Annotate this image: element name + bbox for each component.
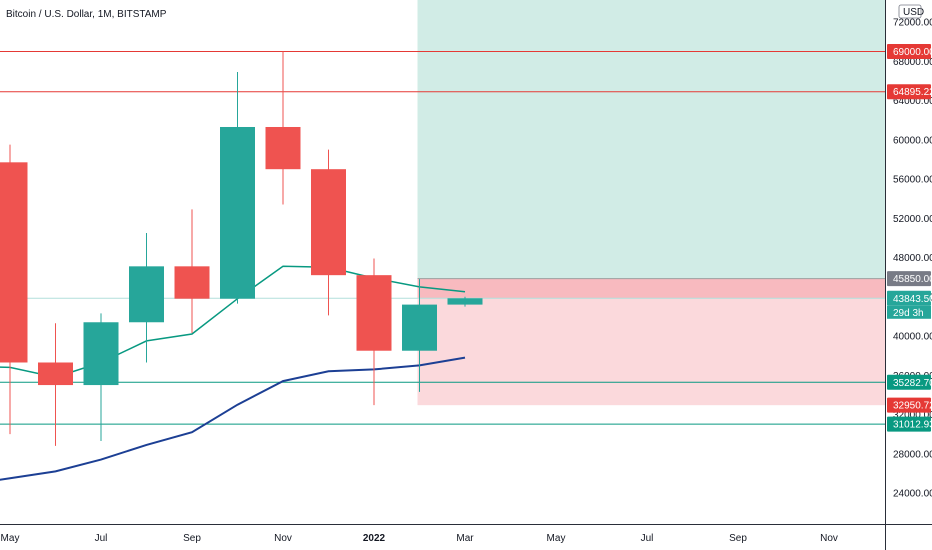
candle-body xyxy=(0,162,28,363)
price-tag-3: 43843.50 xyxy=(887,290,932,306)
price-tag-bg xyxy=(887,416,931,432)
time-tick-label: Sep xyxy=(729,533,747,544)
price-tick-label: 28000.00 xyxy=(893,449,932,460)
price-tag-bg xyxy=(887,374,931,390)
candle-2022-01 xyxy=(356,258,392,406)
time-tick-label: 2022 xyxy=(363,533,386,544)
price-tag-label: 64895.22 xyxy=(893,87,932,98)
time-tick-label: May xyxy=(547,533,566,544)
candle-2022-03 xyxy=(447,296,483,307)
price-tag-label: 43843.50 xyxy=(893,294,932,305)
time-tick-label: Mar xyxy=(456,533,474,544)
time-tick-label: Jul xyxy=(641,533,654,544)
candle-body xyxy=(38,362,73,386)
chart-title: Bitcoin / U.S. Dollar, 1M, BITSTAMP xyxy=(6,9,167,20)
loss-zone xyxy=(417,278,885,406)
candle-body xyxy=(129,266,164,323)
price-tag-0: 69000.00 xyxy=(887,43,932,59)
candle-body xyxy=(356,275,392,351)
price-tag-bg xyxy=(887,397,931,413)
candle-body xyxy=(265,126,301,170)
price-tag-6: 31012.93 xyxy=(887,416,932,432)
candle-body xyxy=(447,298,483,305)
candle-2021-08 xyxy=(129,232,164,363)
candle-2021-05 xyxy=(0,144,28,435)
candle-2021-07 xyxy=(83,313,119,441)
currency-label: USD xyxy=(903,7,924,18)
price-tag-bg xyxy=(887,271,931,287)
price-tag-bg xyxy=(887,84,931,100)
price-tag-bg xyxy=(887,290,931,306)
candles xyxy=(0,51,483,446)
price-tick-label: 64000.00 xyxy=(893,96,932,107)
position-zones xyxy=(417,0,885,406)
time-tick-label: May xyxy=(1,533,20,544)
price-tag-label: 69000.00 xyxy=(893,47,932,58)
time-tick-label: Sep xyxy=(183,533,201,544)
candle-2022-02 xyxy=(402,279,437,392)
price-tick-label: 48000.00 xyxy=(893,253,932,264)
price-tag-4: 35282.70 xyxy=(887,374,932,390)
candle-2021-12 xyxy=(311,149,346,316)
candle-body xyxy=(83,322,119,386)
ma-series-1 xyxy=(0,356,466,481)
price-tag-label: 45850.00 xyxy=(893,274,932,285)
price-tick-label: 40000.00 xyxy=(893,332,932,343)
price-tick-label: 68000.00 xyxy=(893,57,932,68)
price-tick-label: 56000.00 xyxy=(893,175,932,186)
candle-body xyxy=(311,169,346,276)
countdown-tag: 29d 3h xyxy=(887,305,931,319)
loss-zone-open xyxy=(417,278,885,299)
candle-2021-06 xyxy=(38,323,73,446)
currency-box xyxy=(898,4,922,19)
profit-zone xyxy=(417,0,885,279)
price-tag-label: 35282.70 xyxy=(893,378,932,389)
price-tags: 69000.00 64895.22 45850.00 43843.50 35282.70… xyxy=(887,43,932,432)
time-tick-label: Jul xyxy=(95,533,108,544)
price-tick-label: 72000.00 xyxy=(893,18,932,29)
price-tag-5: 32950.72 xyxy=(887,397,932,413)
price-tick-label: 24000.00 xyxy=(893,489,932,500)
price-tag-1: 64895.22 xyxy=(887,84,932,100)
candle-body xyxy=(402,304,437,351)
price-tick-label: 52000.00 xyxy=(893,214,932,225)
candle-2021-11 xyxy=(265,51,301,205)
price-tag-label: 32950.72 xyxy=(893,401,932,412)
candle-body xyxy=(174,266,210,299)
price-tag-2: 45850.00 xyxy=(887,271,932,287)
price-tag-label: 31012.93 xyxy=(893,420,932,431)
countdown-bg xyxy=(887,305,931,319)
candle-2021-10 xyxy=(220,72,255,304)
time-tick-label: Nov xyxy=(820,533,838,544)
time-axis-bg xyxy=(0,524,932,550)
candle-body xyxy=(220,126,255,299)
price-tick-label: 32000.00 xyxy=(893,410,932,421)
candle-2021-09 xyxy=(174,209,210,334)
price-tag-bg xyxy=(887,43,931,59)
price-tick-label: 60000.00 xyxy=(893,135,932,146)
countdown-label: 29d 3h xyxy=(893,308,924,319)
time-tick-label: Nov xyxy=(274,533,292,544)
